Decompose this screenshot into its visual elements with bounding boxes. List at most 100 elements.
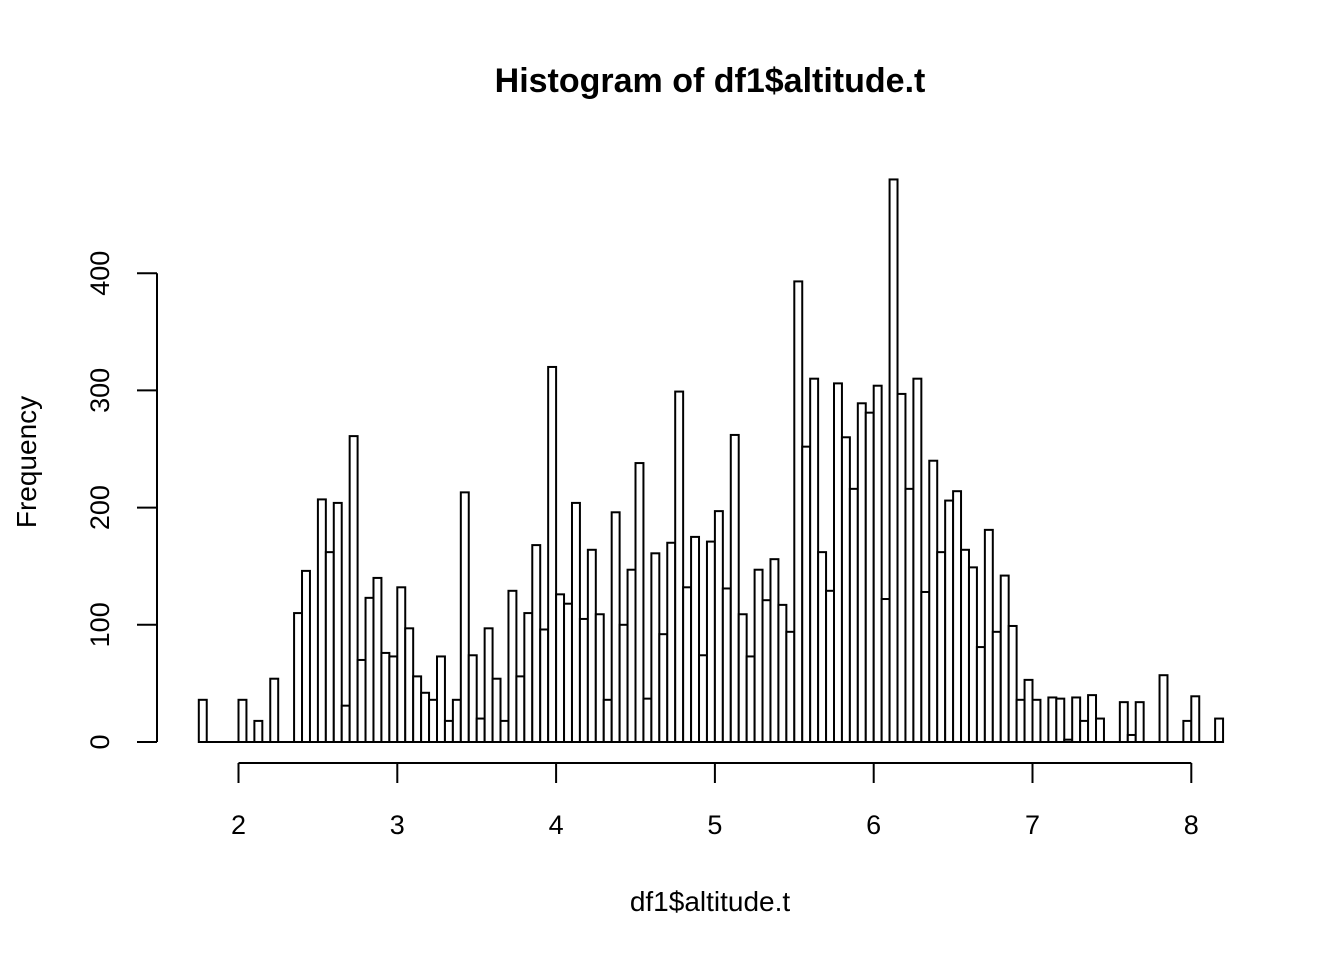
histogram-bar <box>658 633 669 743</box>
histogram-bar <box>475 717 486 743</box>
histogram-bar <box>610 511 621 743</box>
histogram-bar <box>507 589 518 743</box>
histogram-bar <box>1095 717 1105 743</box>
histogram-bar <box>499 719 510 744</box>
histogram-bar <box>348 435 359 743</box>
histogram-bar <box>872 384 883 743</box>
x-axis-label: df1$altitude.t <box>630 886 791 917</box>
histogram-bar <box>197 698 208 743</box>
histogram-bar <box>856 402 867 743</box>
histogram-bar <box>944 499 955 743</box>
histogram-bar <box>785 630 796 744</box>
histogram-bar <box>698 654 708 744</box>
histogram-bar <box>1031 698 1042 743</box>
histogram-bar <box>396 586 407 743</box>
histogram-bar <box>451 698 462 743</box>
histogram-bar <box>602 698 613 743</box>
histogram-bar <box>586 548 597 743</box>
histogram-bar <box>356 658 367 744</box>
histogram-bar <box>1134 701 1145 744</box>
histogram-bar <box>412 675 423 743</box>
histogram-bar <box>483 627 494 744</box>
histogram-bar <box>840 436 851 743</box>
histogram-bar <box>713 510 724 743</box>
histogram-bar <box>737 613 748 743</box>
histogram-bar <box>253 719 264 744</box>
histogram-bar <box>332 501 343 743</box>
histogram-bar <box>467 654 478 744</box>
histogram-bar <box>340 704 351 743</box>
y-tick-label: 300 <box>85 368 115 413</box>
histogram-bar <box>404 627 415 744</box>
y-tick-label: 0 <box>85 734 115 749</box>
histogram-bar <box>364 596 375 744</box>
histogram-bar <box>594 613 605 743</box>
histogram-bar <box>761 599 772 743</box>
histogram-bar <box>1182 719 1193 744</box>
x-tick-label: 3 <box>390 810 405 840</box>
histogram-bar <box>705 540 716 744</box>
histogram-bar <box>436 655 446 743</box>
histogram-bar <box>491 677 502 744</box>
histogram-bar <box>1023 678 1034 744</box>
histogram-bar <box>991 630 1002 744</box>
histogram-bar <box>428 698 438 743</box>
histogram-bar <box>666 541 677 744</box>
histogram-bar <box>380 651 391 743</box>
histogram-bar <box>912 377 923 743</box>
x-tick-label: 8 <box>1184 810 1199 840</box>
histogram-bar <box>324 551 335 744</box>
histogram-bar <box>388 655 399 743</box>
histogram-bar <box>301 569 311 744</box>
x-tick-label: 7 <box>1025 810 1040 840</box>
histogram-bar <box>682 586 693 743</box>
histogram-bar <box>801 445 812 743</box>
histogram-bar <box>833 382 843 743</box>
histogram-bar <box>848 487 859 743</box>
histogram-bar <box>316 498 327 743</box>
x-tick-label: 5 <box>707 810 722 840</box>
histogram-bar <box>960 548 970 743</box>
histogram-bar <box>967 566 978 743</box>
histogram-bar <box>1158 674 1169 744</box>
histogram-bar <box>1047 696 1058 744</box>
y-tick-label: 400 <box>85 251 115 296</box>
x-tick-label: 4 <box>549 810 564 840</box>
histogram-bar <box>975 646 986 744</box>
histogram-bar <box>443 719 454 744</box>
histogram-bar <box>864 411 875 743</box>
histogram-bar <box>745 655 756 743</box>
histogram-bar <box>570 501 581 743</box>
histogram-bar <box>753 568 764 743</box>
histogram-bar <box>920 590 931 743</box>
histogram-bar <box>269 677 280 744</box>
y-tick-label: 100 <box>85 602 115 647</box>
histogram-bar <box>515 675 526 743</box>
x-axis: 2 3 4 5 6 7 8 <box>231 762 1199 840</box>
histogram-bar <box>372 576 383 743</box>
histogram-bar <box>817 551 828 744</box>
histogram-bar <box>650 552 661 743</box>
histogram-bar <box>634 462 645 743</box>
histogram-bar <box>1214 717 1225 743</box>
histogram-bar <box>1118 701 1129 744</box>
histogram-bar <box>1087 694 1098 743</box>
histogram-bar <box>690 535 701 744</box>
histogram-bar <box>904 487 915 743</box>
histogram-bar <box>563 602 573 744</box>
histogram-bar <box>769 558 780 743</box>
histogram-bar <box>237 698 248 743</box>
chart-title: Histogram of df1$altitude.t <box>495 62 926 100</box>
histogram-bar <box>880 598 891 744</box>
histogram-bar <box>555 593 566 744</box>
histogram-bar <box>793 280 804 743</box>
bars-group <box>197 178 1225 744</box>
histogram-bar <box>459 491 470 743</box>
histogram-bar <box>809 377 820 743</box>
histogram-bar <box>983 528 994 743</box>
histogram-bar <box>626 568 637 743</box>
histogram-bar <box>523 612 534 744</box>
histogram-bar <box>896 392 907 743</box>
histogram-bar <box>936 551 947 744</box>
